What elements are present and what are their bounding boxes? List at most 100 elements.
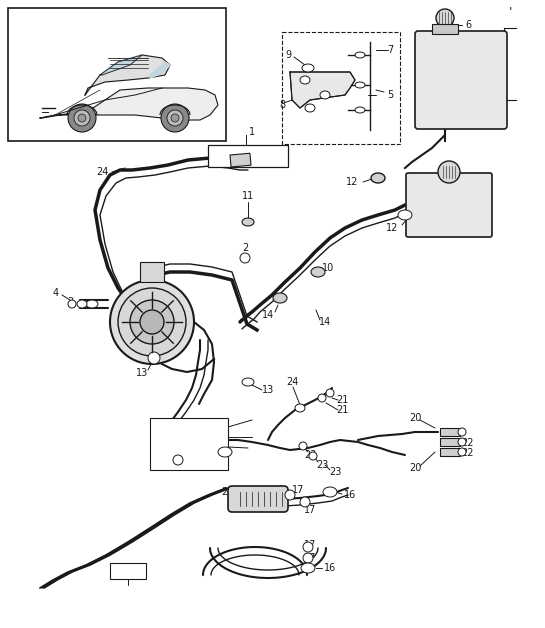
Circle shape xyxy=(299,442,307,450)
Text: 23: 23 xyxy=(329,467,341,477)
Circle shape xyxy=(167,110,183,126)
Text: 2: 2 xyxy=(242,243,248,253)
Bar xyxy=(208,145,288,167)
Circle shape xyxy=(173,455,183,465)
Text: 21: 21 xyxy=(336,395,348,405)
Polygon shape xyxy=(100,55,142,75)
Circle shape xyxy=(240,253,250,263)
Polygon shape xyxy=(148,62,170,78)
Text: 17: 17 xyxy=(116,566,128,575)
Ellipse shape xyxy=(300,76,310,84)
Circle shape xyxy=(458,428,466,436)
Bar xyxy=(440,448,460,456)
Text: 4: 4 xyxy=(53,288,59,298)
Text: 22: 22 xyxy=(462,438,474,448)
Circle shape xyxy=(171,114,179,122)
Text: 11: 11 xyxy=(242,191,254,201)
Ellipse shape xyxy=(242,378,254,386)
Text: 15: 15 xyxy=(126,567,138,577)
Text: 25: 25 xyxy=(222,487,234,497)
Text: 13: 13 xyxy=(136,368,148,378)
Text: 18: 18 xyxy=(156,442,168,452)
Circle shape xyxy=(436,9,454,27)
Polygon shape xyxy=(150,62,170,78)
Text: 3: 3 xyxy=(67,297,73,307)
Ellipse shape xyxy=(86,300,98,308)
Circle shape xyxy=(74,110,90,126)
Ellipse shape xyxy=(305,104,315,112)
Ellipse shape xyxy=(311,267,325,277)
Ellipse shape xyxy=(323,487,337,497)
Circle shape xyxy=(285,490,295,500)
Text: 20: 20 xyxy=(409,413,421,423)
Text: 20: 20 xyxy=(156,432,168,442)
Circle shape xyxy=(130,300,174,344)
Text: 14: 14 xyxy=(262,310,274,320)
FancyBboxPatch shape xyxy=(415,31,507,129)
Text: 14: 14 xyxy=(319,317,331,327)
Text: 23: 23 xyxy=(316,460,328,470)
Circle shape xyxy=(148,352,160,364)
Text: 17: 17 xyxy=(292,485,304,495)
Circle shape xyxy=(140,310,164,334)
Text: 12: 12 xyxy=(386,223,398,233)
Ellipse shape xyxy=(355,82,365,88)
Bar xyxy=(230,153,251,167)
Text: 19: 19 xyxy=(156,452,168,462)
FancyBboxPatch shape xyxy=(406,173,492,237)
Circle shape xyxy=(318,394,326,402)
Circle shape xyxy=(303,542,313,552)
Text: 9: 9 xyxy=(285,50,291,60)
Bar xyxy=(440,438,460,446)
Text: 19: 19 xyxy=(152,457,164,467)
Circle shape xyxy=(110,280,194,364)
Text: 1: 1 xyxy=(249,127,255,137)
Circle shape xyxy=(309,452,317,460)
Ellipse shape xyxy=(68,300,76,308)
Text: 20: 20 xyxy=(409,463,421,473)
Text: 22: 22 xyxy=(462,448,474,458)
Bar xyxy=(150,418,228,470)
Text: 4: 4 xyxy=(267,151,273,161)
Circle shape xyxy=(78,114,86,122)
Text: 5: 5 xyxy=(387,90,393,100)
Text: 24: 24 xyxy=(96,167,108,177)
Bar xyxy=(282,32,400,144)
Text: 17: 17 xyxy=(304,540,316,550)
Bar xyxy=(110,563,146,579)
Bar xyxy=(432,24,458,34)
FancyBboxPatch shape xyxy=(228,486,288,512)
Bar xyxy=(140,262,164,282)
Polygon shape xyxy=(85,55,170,95)
Circle shape xyxy=(300,497,310,507)
Text: 16: 16 xyxy=(324,563,336,573)
Text: 10: 10 xyxy=(322,263,334,273)
Ellipse shape xyxy=(320,91,330,99)
Ellipse shape xyxy=(273,293,287,303)
Text: 12: 12 xyxy=(346,177,358,187)
Circle shape xyxy=(438,161,460,183)
Circle shape xyxy=(458,438,466,446)
Text: 8: 8 xyxy=(279,100,285,110)
Ellipse shape xyxy=(242,218,254,226)
Text: 7: 7 xyxy=(387,45,393,55)
Text: 17: 17 xyxy=(304,505,316,515)
Polygon shape xyxy=(40,88,218,120)
Ellipse shape xyxy=(301,563,315,573)
Circle shape xyxy=(303,553,313,563)
Text: 2: 2 xyxy=(220,151,226,161)
Text: 21: 21 xyxy=(156,422,168,432)
Circle shape xyxy=(161,104,189,132)
Bar xyxy=(8,8,226,141)
Ellipse shape xyxy=(302,64,314,72)
Circle shape xyxy=(68,104,96,132)
Text: 16: 16 xyxy=(130,566,142,575)
Ellipse shape xyxy=(355,107,365,113)
Text: 16: 16 xyxy=(344,490,356,500)
Text: 23: 23 xyxy=(304,450,316,460)
Circle shape xyxy=(326,389,334,397)
Text: 17: 17 xyxy=(304,553,316,563)
Bar xyxy=(440,428,460,436)
Ellipse shape xyxy=(77,300,87,308)
Text: 3: 3 xyxy=(243,151,249,161)
